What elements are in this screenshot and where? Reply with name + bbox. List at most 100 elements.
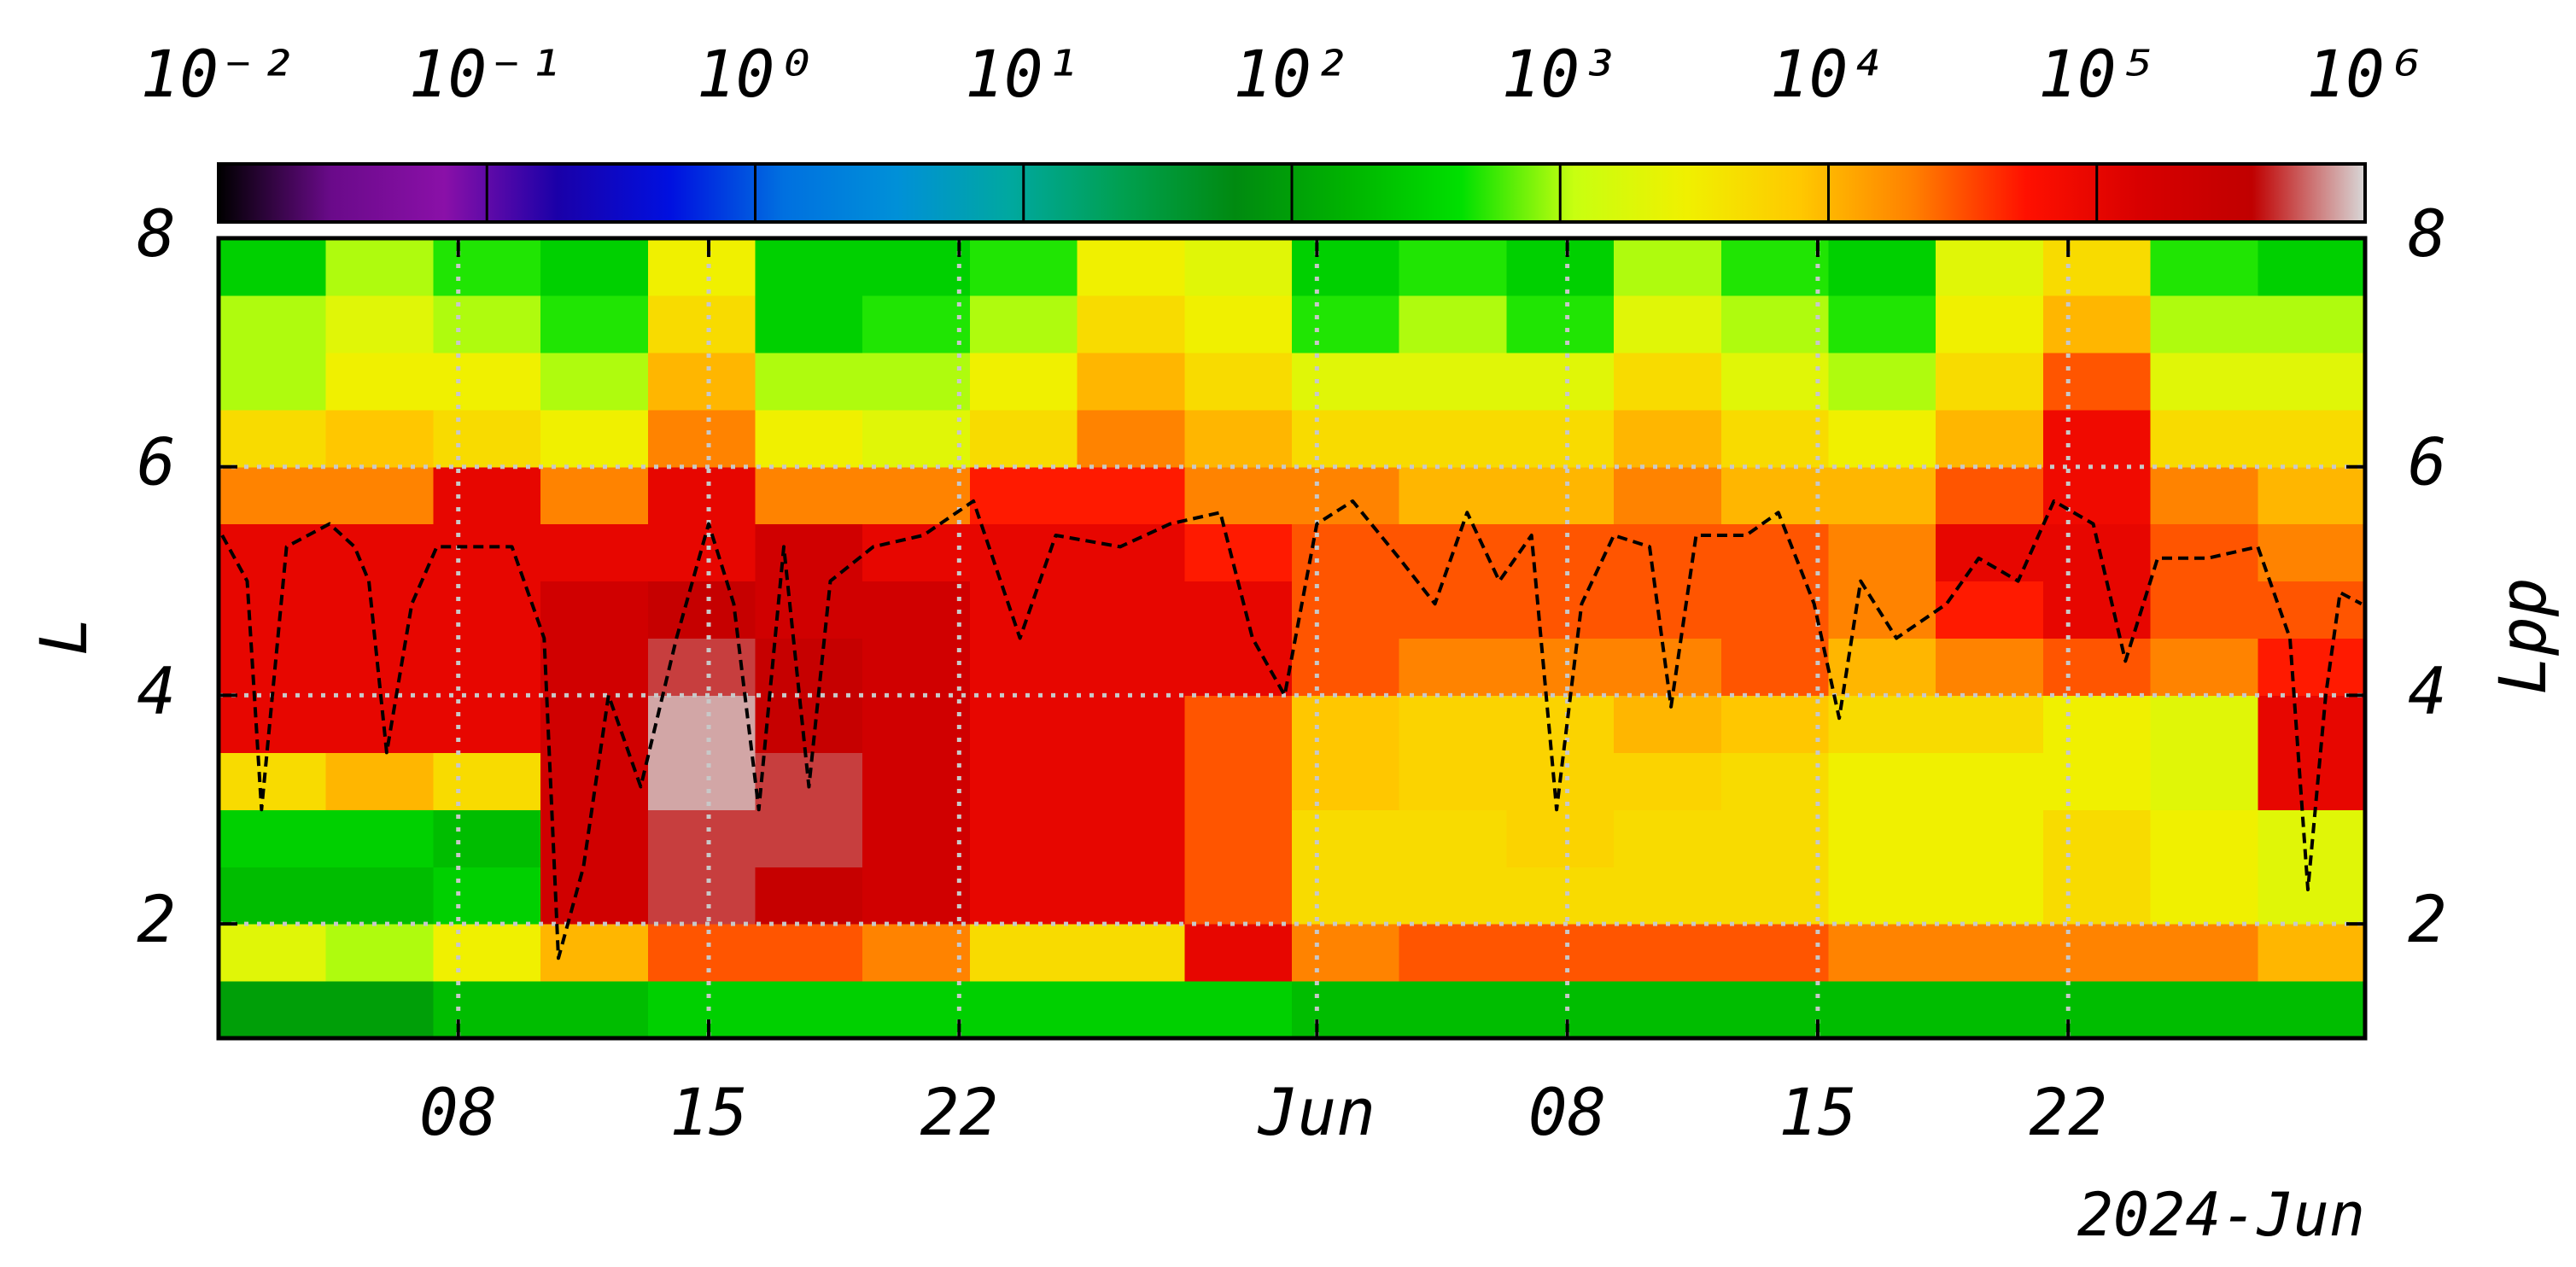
- heatmap-cell: [1614, 638, 1722, 697]
- y-tick-label: 8: [137, 196, 176, 272]
- heatmap-cell: [1614, 409, 1722, 468]
- heatmap-cell: [1292, 867, 1400, 925]
- heatmap-cell: [1936, 981, 2044, 1039]
- heatmap-cell: [433, 238, 541, 296]
- heatmap-cell: [2150, 352, 2258, 411]
- heatmap-cell: [433, 466, 541, 525]
- heatmap-cell: [1828, 295, 1936, 353]
- heatmap-cell: [2042, 238, 2152, 296]
- grid: [219, 236, 2365, 1038]
- y2-tick-label: 4: [2408, 652, 2447, 728]
- heatmap-cell: [540, 809, 649, 867]
- heatmap-cell: [325, 352, 434, 411]
- heatmap-cell: [433, 638, 541, 697]
- heatmap-cell: [2150, 581, 2258, 639]
- colorbar-tick-label: 10⁻²: [140, 36, 296, 112]
- heatmap-cell: [2150, 638, 2258, 697]
- heatmap-cell: [969, 867, 1078, 925]
- heatmap-cell: [219, 638, 327, 697]
- heatmap-cell: [862, 352, 971, 411]
- heatmap-cell: [1936, 409, 2044, 468]
- heatmap-cell: [433, 409, 541, 468]
- heatmap-cell: [2150, 523, 2258, 582]
- heatmap-cell: [2042, 695, 2152, 753]
- heatmap-cell: [969, 809, 1078, 867]
- axes: 2 4 6 8 2 4 6 8 08 15 22 Jun 08 15 22 10⁻² 10⁻¹ 10⁰ 10¹ 10²…: [137, 36, 2447, 1150]
- heatmap-cell: [1292, 295, 1400, 353]
- x-tick-label: 15: [1779, 1074, 1857, 1150]
- heatmap-cell: [1399, 924, 1507, 982]
- heatmap-cell: [1077, 981, 1185, 1039]
- heatmap-cell: [325, 867, 434, 925]
- heatmap-cell: [1720, 581, 1830, 639]
- heatmap-cell: [647, 581, 756, 639]
- heatmap-cell: [755, 981, 863, 1039]
- heatmap-cell: [433, 981, 541, 1039]
- heatmap-cell: [325, 981, 434, 1039]
- heatmap-cell: [1184, 867, 1293, 925]
- heatmap-cell: [755, 695, 863, 753]
- heatmap-cell: [2042, 981, 2152, 1039]
- heatmap-cell: [540, 295, 649, 353]
- heatmap-cell: [1506, 295, 1615, 353]
- colorbar-frame: [217, 162, 2367, 224]
- heatmap-cell: [1720, 295, 1830, 353]
- heatmap-cell: [1399, 695, 1507, 753]
- heatmap-cell: [219, 581, 327, 639]
- heatmap-cell: [433, 809, 541, 867]
- heatmap-cell: [1828, 352, 1936, 411]
- heatmap-cell: [1077, 867, 1185, 925]
- heatmap-cell: [1936, 466, 2044, 525]
- heatmap-cell: [1828, 695, 1936, 753]
- heatmap-cell: [862, 466, 971, 525]
- heatmap-cell: [969, 752, 1078, 810]
- heatmap-cell: [862, 581, 971, 639]
- heatmap-cell: [2042, 352, 2152, 411]
- heatmap-cell: [1828, 981, 1936, 1039]
- heatmap-cell: [647, 695, 756, 753]
- heatmap-cell: [540, 466, 649, 525]
- heatmap-cell: [2042, 809, 2152, 867]
- heatmap-cell: [862, 238, 971, 296]
- heatmap-cell: [1184, 638, 1293, 697]
- heatmap-cell: [325, 409, 434, 468]
- heatmap-cell: [325, 924, 434, 982]
- heatmap-cell: [325, 238, 434, 296]
- heatmap-cell: [1936, 752, 2044, 810]
- heatmap-cell: [1292, 809, 1400, 867]
- heatmap-cell: [325, 695, 434, 753]
- heatmap-cell: [433, 924, 541, 982]
- heatmap-cell: [1506, 238, 1615, 296]
- heatmap-cell: [1720, 523, 1830, 582]
- heatmap-cell: [1614, 695, 1722, 753]
- heatmap-cell: [433, 752, 541, 810]
- heatmap-cell: [1828, 581, 1936, 639]
- x-axis-label: 2024-Jun: [2077, 1180, 2365, 1250]
- heatmap-cell: [1828, 638, 1936, 697]
- heatmap-cell: [540, 238, 649, 296]
- heatmap-cell: [2258, 523, 2366, 582]
- heatmap-cell: [1184, 924, 1293, 982]
- heatmap-cell: [325, 809, 434, 867]
- heatmap-cell: [1184, 409, 1293, 468]
- heatmap-cell: [1828, 409, 1936, 468]
- lpp-layer: [220, 499, 2363, 960]
- heatmap-cell: [1720, 638, 1830, 697]
- heatmap-cell: [969, 638, 1078, 697]
- heatmap-cell: [1720, 238, 1830, 296]
- heatmap-cell: [2042, 867, 2152, 925]
- heatmap-cell: [433, 867, 541, 925]
- heatmap-cell: [1614, 752, 1722, 810]
- heatmap-cell: [755, 466, 863, 525]
- heatmap-cell: [2258, 981, 2366, 1039]
- heatmap-cell: [1720, 867, 1830, 925]
- heatmap-cell: [1399, 466, 1507, 525]
- x-tick-label: 08: [419, 1074, 498, 1150]
- heatmap-cell: [2042, 466, 2152, 525]
- heatmap-cell: [862, 409, 971, 468]
- heatmap-cell: [219, 409, 327, 468]
- heatmap-cell: [647, 809, 756, 867]
- heatmap-cell: [1720, 695, 1830, 753]
- heatmap-cell: [1292, 581, 1400, 639]
- heatmap-cell: [540, 695, 649, 753]
